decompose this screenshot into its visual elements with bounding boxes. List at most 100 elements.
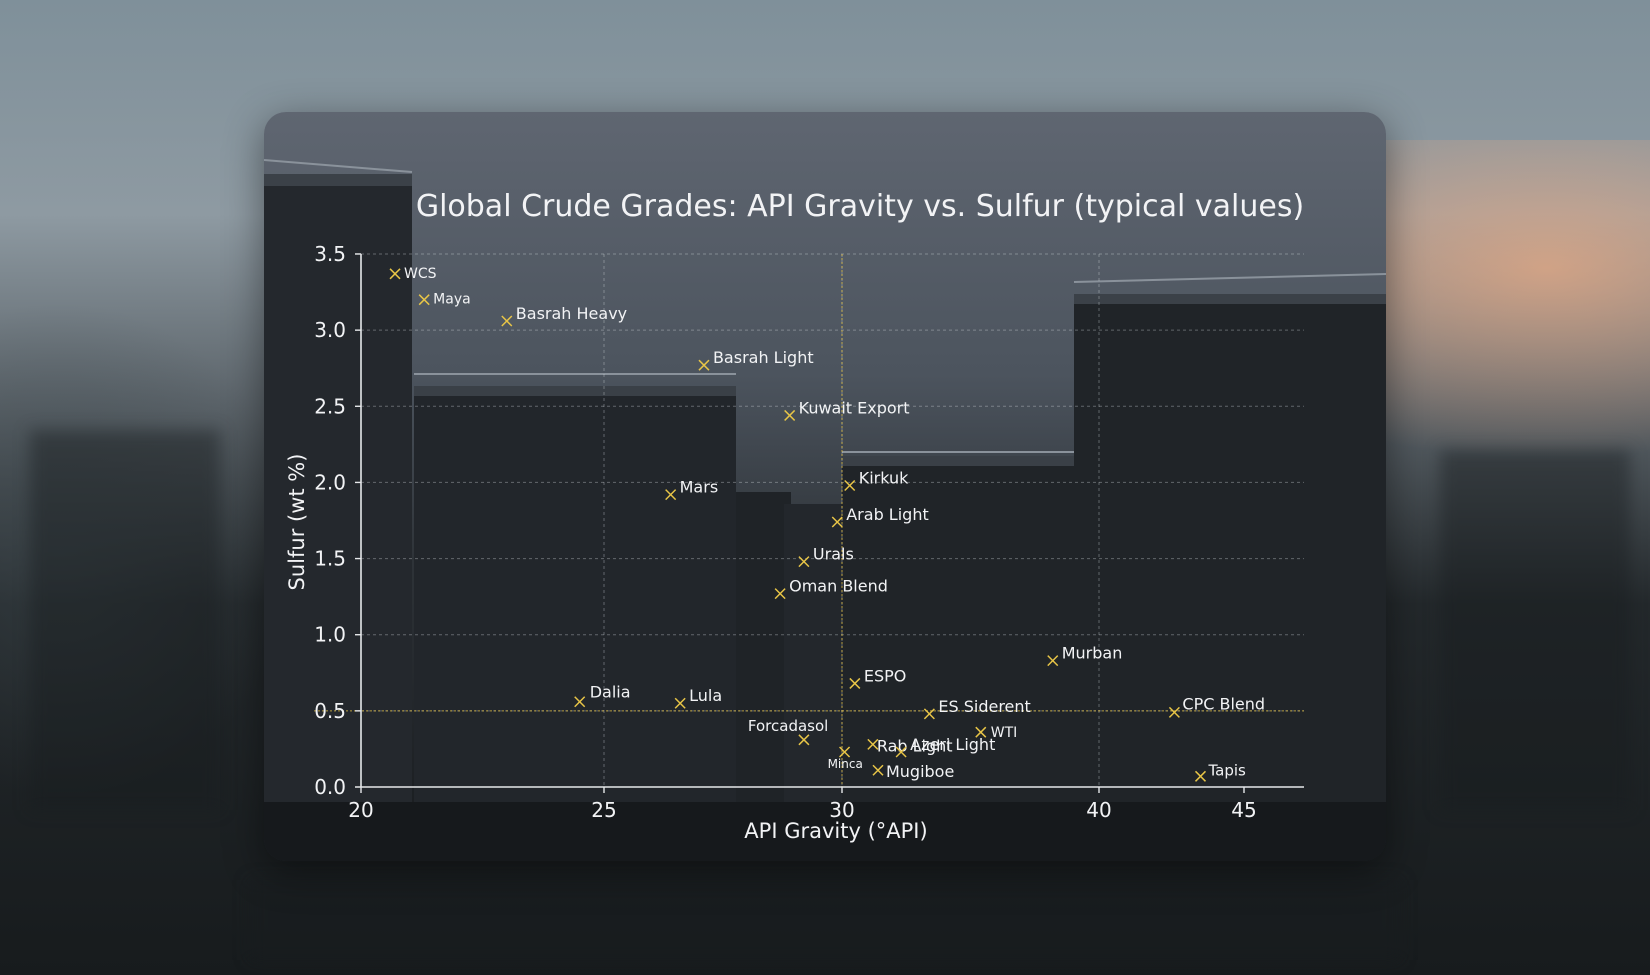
point-label: Murban xyxy=(1062,644,1123,663)
data-point: Arab Light xyxy=(831,505,929,528)
tank-left xyxy=(264,182,412,861)
point-marker xyxy=(698,359,710,371)
point-label: Basrah Light xyxy=(713,348,814,367)
y-tick-labels: 0.0 0.5 1.0 1.5 2.0 2.5 3.0 3.5 xyxy=(314,242,361,799)
point-marker xyxy=(849,677,861,689)
y-tick-label: 3.0 xyxy=(314,318,346,342)
data-point: Rab Light xyxy=(867,736,953,755)
point-marker xyxy=(674,697,686,709)
point-marker xyxy=(1168,706,1180,718)
tank-middle xyxy=(842,464,1074,861)
scatter-chart: Global Crude Grades: API Gravity vs. Sul… xyxy=(285,189,1304,843)
point-label: Lula xyxy=(689,686,722,705)
data-point: Kuwait Export xyxy=(784,398,910,421)
tank-right xyxy=(1074,302,1386,861)
point-marker xyxy=(1047,655,1059,667)
point-marker xyxy=(1194,770,1207,782)
point-label: ESPO xyxy=(864,666,907,685)
data-point: Mars xyxy=(665,478,719,501)
data-point: Forcadasol xyxy=(748,717,828,746)
chart-title: Global Crude Grades: API Gravity vs. Sul… xyxy=(416,189,1304,224)
x-tick-label: 20 xyxy=(348,798,373,822)
point-label: Arab Light xyxy=(846,505,929,524)
data-points: WCS Maya Basrah Heavy Basrah Light Kuwait Ex… xyxy=(389,266,1265,782)
x-tick-labels: 20 25 30 40 45 xyxy=(348,787,1257,822)
point-label: ES Siderent xyxy=(938,697,1030,716)
point-marker xyxy=(501,315,513,327)
data-point: Oman Blend xyxy=(774,577,888,600)
y-tick-label: 2.5 xyxy=(314,394,346,418)
point-label: WTI xyxy=(991,725,1018,741)
x-tick-label: 40 xyxy=(1086,798,1111,822)
data-point: Kirkuk xyxy=(844,468,909,492)
point-marker xyxy=(774,588,786,600)
x-tick-label: 30 xyxy=(829,798,854,822)
point-marker xyxy=(975,726,987,738)
point-marker xyxy=(839,746,851,758)
point-label: Rab Light xyxy=(877,736,953,755)
point-marker xyxy=(895,746,907,758)
data-point: Basrah Light xyxy=(698,348,814,371)
point-marker xyxy=(574,696,586,708)
point-label: Mugiboe xyxy=(886,762,954,781)
data-point: Dalia xyxy=(574,683,631,708)
point-marker xyxy=(389,268,401,280)
data-point: ES Siderent xyxy=(923,697,1031,720)
y-tick-label: 2.0 xyxy=(314,470,346,494)
chart-card: Global Crude Grades: API Gravity vs. Sul… xyxy=(264,112,1386,861)
data-point: Urals xyxy=(798,545,854,568)
data-point: CPC Blend xyxy=(1168,694,1265,718)
point-marker xyxy=(665,489,677,501)
background-left-glow xyxy=(0,300,300,800)
y-tick-label: 0.5 xyxy=(314,699,346,723)
y-tick-label: 3.5 xyxy=(314,242,346,266)
data-point: WTI xyxy=(975,725,1018,741)
y-axis-label: Sulfur (wt %) xyxy=(285,454,309,591)
data-point: Tapis xyxy=(1194,761,1247,782)
data-point: Murban xyxy=(1047,644,1123,667)
point-label: Forcadasol xyxy=(748,717,828,735)
point-label: Urals xyxy=(813,545,854,564)
point-label: Kirkuk xyxy=(859,468,909,487)
point-marker xyxy=(872,764,884,776)
point-label: Azeri Light xyxy=(910,735,995,754)
point-label: Mars xyxy=(680,478,719,497)
point-marker xyxy=(798,734,810,746)
y-tick-label: 1.5 xyxy=(314,547,346,571)
point-marker xyxy=(844,479,856,492)
point-marker xyxy=(784,409,796,421)
data-point: Lula xyxy=(674,686,722,709)
x-axis-label: API Gravity (°API) xyxy=(744,819,927,843)
y-tick-label: 1.0 xyxy=(314,623,346,647)
data-point: Mugiboe xyxy=(872,762,954,781)
ground xyxy=(264,802,1386,861)
x-tick-label: 45 xyxy=(1231,798,1256,822)
point-label: Oman Blend xyxy=(789,577,888,596)
background-building xyxy=(30,430,220,810)
data-point: ESPO xyxy=(849,666,907,689)
point-label: Kuwait Export xyxy=(799,398,910,417)
storage-tanks-backdrop xyxy=(264,159,1386,861)
grid-lines xyxy=(361,253,1304,787)
data-point: WCS xyxy=(389,266,437,282)
point-label: Tapis xyxy=(1208,761,1247,779)
point-marker xyxy=(831,516,843,528)
point-label: CPC Blend xyxy=(1182,694,1265,713)
data-point: Maya xyxy=(418,292,471,308)
point-marker xyxy=(923,708,935,720)
point-label: Minca xyxy=(828,757,863,771)
y-tick-label: 0.0 xyxy=(314,775,346,799)
x-tick-label: 25 xyxy=(591,798,616,822)
tank-small xyxy=(736,492,791,861)
background-building xyxy=(250,880,1400,960)
point-marker xyxy=(418,294,430,306)
reference-lines xyxy=(314,254,1304,787)
data-point: Basrah Heavy xyxy=(501,304,627,327)
point-marker xyxy=(798,556,810,568)
point-label: Maya xyxy=(433,292,471,308)
point-label: Basrah Heavy xyxy=(516,304,627,323)
data-point: Minca xyxy=(828,746,863,771)
point-label: WCS xyxy=(404,266,437,282)
background-building xyxy=(1440,450,1630,810)
point-label: Dalia xyxy=(590,683,631,702)
